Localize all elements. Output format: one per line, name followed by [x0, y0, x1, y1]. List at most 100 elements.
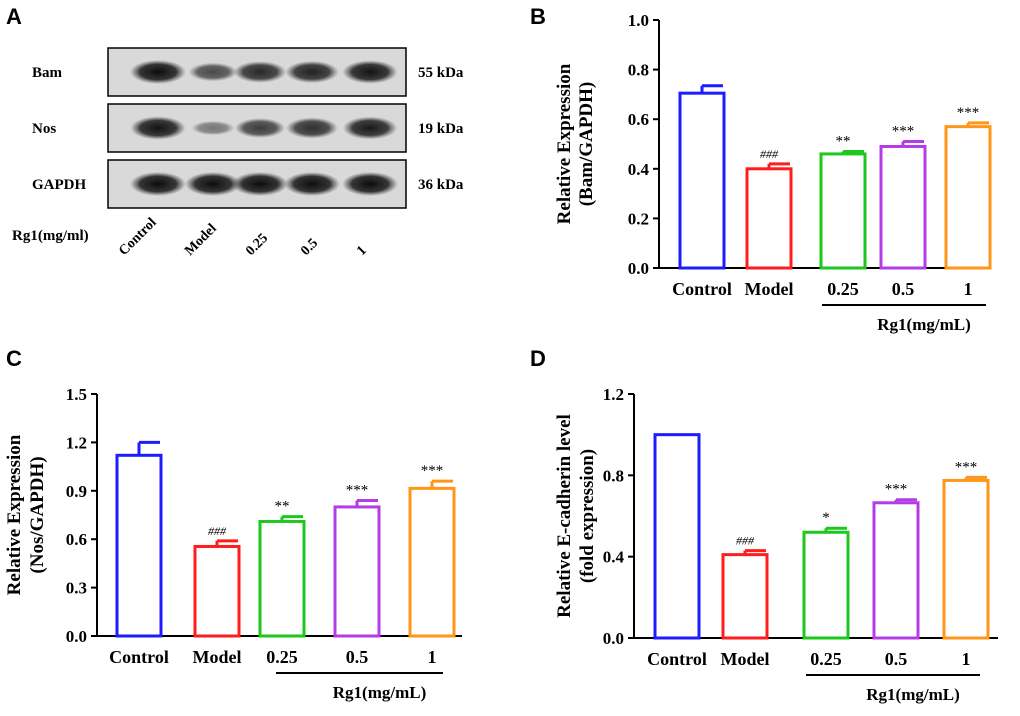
y-tick-label: 0.6 — [628, 110, 649, 129]
y-tick-label: 0.0 — [628, 259, 649, 278]
y-tick-label: 0.0 — [66, 627, 87, 646]
western-blot-panel: Bam 55 kDa Nos 19 kDa GAPDH 36 kDa Rg1(mg/ml) C… — [12, 47, 464, 259]
x-tick-label: 1 — [428, 647, 437, 667]
blot-band — [188, 62, 238, 82]
group-label: Rg1(mg/mL) — [866, 685, 959, 704]
bar — [408, 486, 456, 638]
significance-label: ### — [760, 147, 779, 161]
blot-kda-label: 55 kDa — [418, 65, 464, 81]
bar-chart-bam: 0.0 0.2 0.4 0.6 0.8 1.0 Relative Expression (Ba… — [554, 11, 992, 334]
lane-label: Control — [116, 215, 160, 259]
lane-label: 0.5 — [298, 236, 321, 259]
y-axis-title: Relative E-cadherin level — [554, 414, 575, 618]
blot-band — [342, 172, 398, 196]
bar — [879, 144, 927, 270]
y-axis-title: Relative Expression — [554, 63, 575, 224]
significance-label: *** — [885, 482, 908, 498]
bar — [333, 505, 381, 638]
x-tick-label: 0.25 — [827, 279, 859, 299]
significance-label: *** — [955, 459, 978, 475]
group-label: Rg1(mg/mL) — [333, 683, 426, 702]
bar — [745, 167, 793, 270]
bar — [819, 152, 867, 270]
blot-band — [285, 60, 339, 84]
blot-row-label: Nos — [32, 121, 56, 137]
y-tick-label: 0.9 — [66, 482, 87, 501]
bar — [653, 433, 701, 640]
bar — [872, 501, 920, 640]
y-axis-title: Relative Expression — [4, 434, 25, 595]
blot-band — [130, 172, 186, 196]
y-tick-label: 0.2 — [628, 209, 649, 228]
blot-kda-label: 36 kDa — [418, 177, 464, 193]
blot-band — [284, 172, 340, 196]
blot-band — [342, 60, 398, 84]
significance-label: *** — [421, 463, 444, 479]
bar — [258, 519, 306, 638]
y-tick-label: 1.0 — [628, 11, 649, 30]
blot-band — [191, 120, 235, 136]
blot-band — [233, 61, 287, 83]
blot-row-label: Bam — [32, 65, 63, 81]
y-tick-label: 0.8 — [603, 466, 624, 485]
group-label: Rg1(mg/mL) — [877, 315, 970, 334]
bar-chart-ecadherin: 0.0 0.4 0.8 1.2 Relative E-cadherin level (fo… — [554, 385, 998, 704]
significance-label: * — [822, 510, 830, 526]
bar — [193, 544, 241, 638]
blot-row-label: GAPDH — [32, 177, 86, 193]
panel-letter-d: D — [530, 346, 546, 371]
x-tick-label: 0.5 — [346, 647, 369, 667]
x-tick-label: Model — [721, 649, 770, 669]
x-tick-label: 0.5 — [885, 649, 908, 669]
significance-label: *** — [892, 124, 915, 140]
x-tick-label: 0.25 — [266, 647, 298, 667]
blot-band — [342, 116, 398, 140]
bar — [115, 453, 163, 638]
bar — [942, 478, 990, 640]
significance-label: ** — [275, 499, 290, 515]
y-tick-label: 0.3 — [66, 579, 87, 598]
treatment-label: Rg1(mg/ml) — [12, 228, 89, 244]
blot-band — [234, 118, 286, 138]
x-tick-label: Control — [647, 649, 707, 669]
lane-label: 0.25 — [243, 231, 271, 259]
x-tick-label: Model — [193, 647, 242, 667]
panel-letter-c: C — [6, 346, 22, 371]
lane-label: Model — [182, 221, 220, 259]
blot-band — [185, 172, 241, 196]
y-tick-label: 1.5 — [66, 385, 87, 404]
x-tick-label: 1 — [964, 279, 973, 299]
y-tick-label: 1.2 — [66, 433, 87, 452]
blot-kda-label: 19 kDa — [418, 121, 464, 137]
y-tick-label: 0.4 — [603, 548, 625, 567]
y-tick-label: 0.4 — [628, 160, 650, 179]
significance-label: ### — [736, 534, 755, 548]
y-tick-label: 1.2 — [603, 385, 624, 404]
panel-letter-b: B — [530, 4, 546, 29]
blot-band — [130, 60, 186, 84]
significance-label: *** — [957, 105, 980, 121]
y-tick-label: 0.8 — [628, 61, 649, 80]
blot-band — [286, 117, 338, 139]
significance-label: ** — [836, 133, 851, 149]
bar — [944, 125, 992, 270]
bar — [678, 91, 726, 270]
bar — [721, 553, 769, 640]
significance-label: *** — [346, 482, 369, 498]
x-tick-label: 1 — [962, 649, 971, 669]
y-axis-subtitle: (fold expression) — [577, 449, 598, 583]
y-axis-subtitle: (Bam/GAPDH) — [576, 82, 597, 207]
blot-band — [232, 172, 288, 196]
x-tick-label: 0.5 — [892, 279, 915, 299]
blot-band — [130, 116, 186, 140]
lane-label: 1 — [354, 243, 370, 259]
bar-chart-nos: 0.0 0.3 0.6 0.9 1.2 1.5 Relative Expression (No… — [4, 385, 462, 702]
significance-label: ### — [208, 524, 227, 538]
x-tick-label: Model — [745, 279, 794, 299]
bar — [802, 530, 850, 640]
x-tick-label: Control — [672, 279, 732, 299]
x-tick-label: 0.25 — [810, 649, 842, 669]
panel-letter-a: A — [6, 4, 22, 29]
y-axis-subtitle: (Nos/GAPDH) — [27, 456, 48, 573]
y-tick-label: 0.0 — [603, 629, 624, 648]
